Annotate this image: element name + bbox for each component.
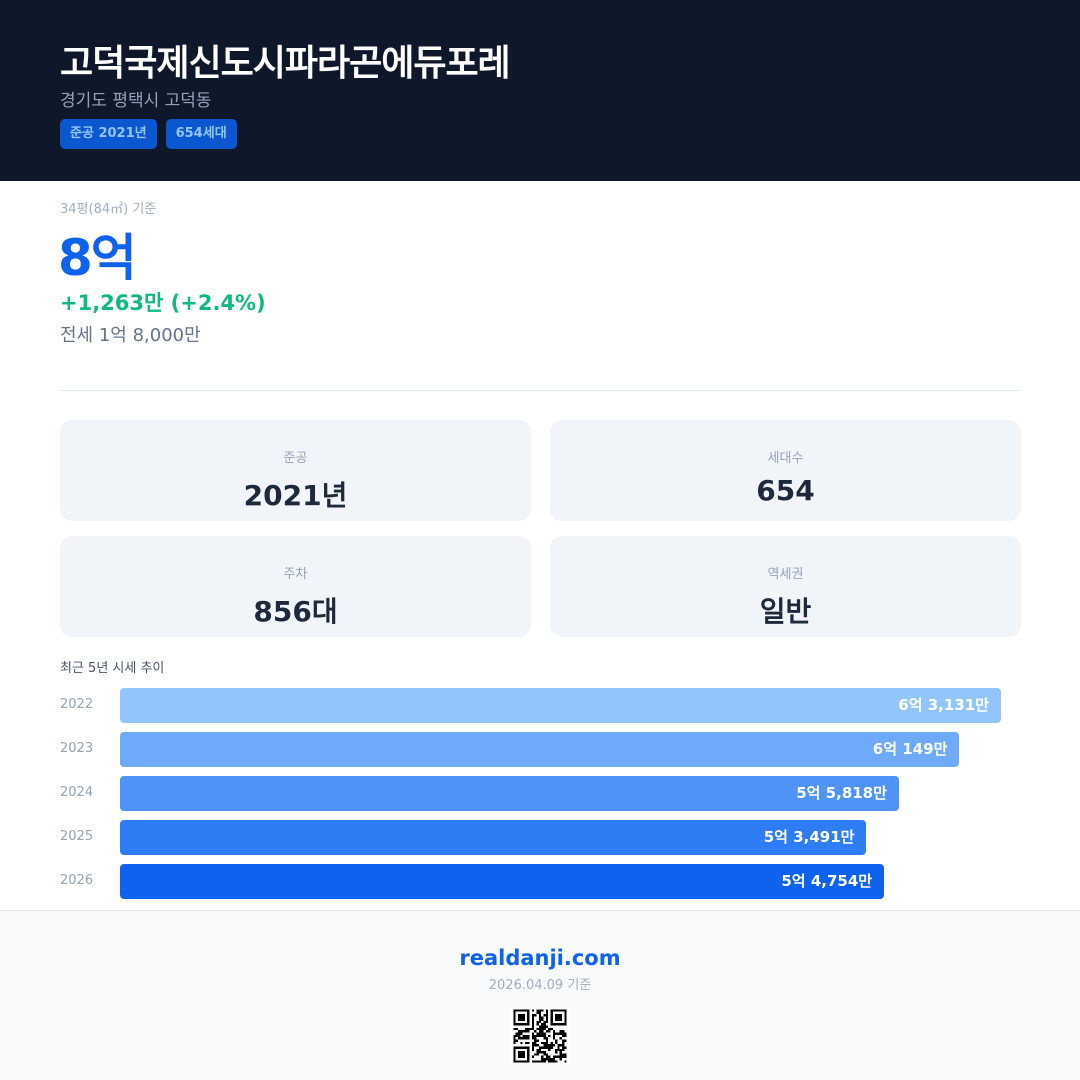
site-link[interactable]: realdanji.com xyxy=(459,946,621,970)
badge-completion: 준공 2021년 xyxy=(60,119,157,149)
stat-label: 역세권 xyxy=(767,567,804,582)
trend-title: 최근 5년 시세 추이 xyxy=(60,661,165,676)
stat-card-parking: 주차 856대 xyxy=(60,536,531,637)
trend-row: 2022 6억 3,131만 xyxy=(60,688,1020,723)
stat-label: 주차 xyxy=(283,567,308,582)
trend-year: 2022 xyxy=(60,697,94,712)
stat-label: 준공 xyxy=(283,451,308,466)
stat-value: 856대 xyxy=(253,595,338,628)
price-value: 8억 xyxy=(58,229,137,287)
trend-row: 2024 5억 5,818만 xyxy=(60,776,1020,811)
trend-row: 2023 6억 149만 xyxy=(60,732,1020,767)
data-date: 2026.04.09 기준 xyxy=(488,978,592,993)
stat-value: 2021년 xyxy=(243,479,348,512)
complex-title: 고덕국제신도시파라곤에듀포레 xyxy=(60,43,511,84)
trend-year: 2025 xyxy=(60,829,94,844)
price-basis: 34평(84㎡) 기준 xyxy=(60,202,157,217)
trend-bar: 6억 3,131만 xyxy=(120,688,1001,723)
trend-bar: 5억 5,818만 xyxy=(120,776,899,811)
trend-year: 2024 xyxy=(60,785,94,800)
stat-card-households: 세대수 654 xyxy=(550,420,1021,521)
trend-bar: 5억 4,754만 xyxy=(120,864,885,899)
address: 경기도 평택시 고덕동 xyxy=(60,91,212,111)
trend-row: 2025 5억 3,491만 xyxy=(60,820,1020,855)
stat-card-station: 역세권 일반 xyxy=(550,536,1021,637)
header: 고덕국제신도시파라곤에듀포레 경기도 평택시 고덕동 준공 2021년 654세… xyxy=(0,0,1080,181)
stat-card-completion: 준공 2021년 xyxy=(60,420,531,521)
trend-bar: 6억 149만 xyxy=(120,732,960,767)
footer: realdanji.com 2026.04.09 기준 xyxy=(0,910,1080,1080)
price-change: +1,263만 (+2.4%) xyxy=(60,291,266,315)
stat-value: 654 xyxy=(756,474,815,507)
jeonse-price: 전세 1억 8,000만 xyxy=(60,325,201,346)
trend-row: 2026 5억 4,754만 xyxy=(60,864,1020,899)
trend-year: 2026 xyxy=(60,873,94,888)
divider xyxy=(60,390,1021,391)
trend-year: 2023 xyxy=(60,741,94,756)
badge-households: 654세대 xyxy=(165,119,237,149)
badge-list: 준공 2021년 654세대 xyxy=(60,119,237,149)
stat-value: 일반 xyxy=(759,595,812,628)
stat-label: 세대수 xyxy=(767,451,804,466)
trend-bar: 5억 3,491만 xyxy=(120,820,867,855)
qr-code-icon xyxy=(510,1007,570,1065)
